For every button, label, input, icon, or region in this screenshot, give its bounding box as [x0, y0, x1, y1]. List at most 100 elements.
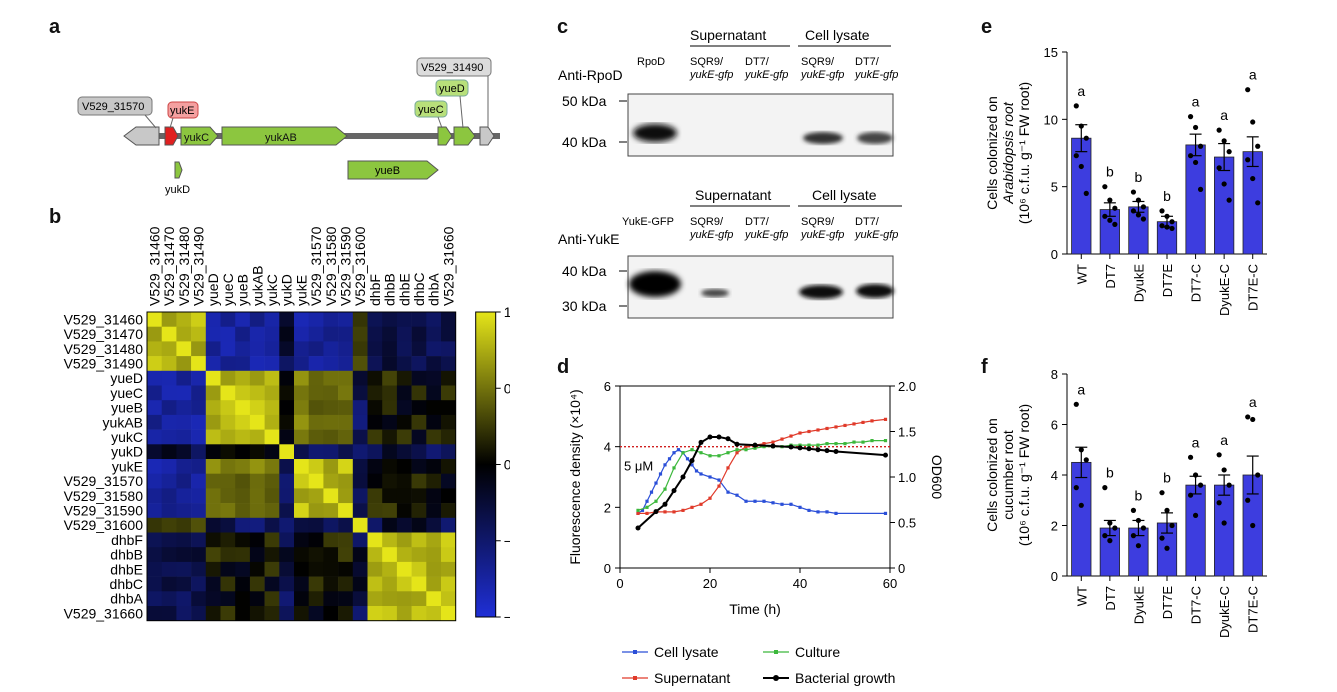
data-point — [717, 454, 721, 458]
data-point — [1135, 517, 1142, 524]
data-point — [762, 442, 766, 446]
heatmap-cell — [396, 591, 412, 607]
heatmap-cell — [441, 473, 456, 489]
heatmap-cell — [323, 385, 339, 401]
heatmap-frame — [146, 311, 457, 622]
heatmap-cell — [382, 459, 398, 474]
heatmap-cell — [411, 400, 427, 416]
heatmap-cell — [205, 532, 221, 548]
heatmap-cell — [367, 385, 383, 401]
data-point — [735, 451, 739, 455]
heatmap-cell — [441, 370, 456, 386]
heatmap-cell — [294, 370, 309, 386]
callout-yukE — [167, 101, 199, 119]
heatmap-cell — [161, 547, 177, 563]
callout-label-V529_31490: V529_31490 — [421, 62, 483, 74]
yuke-band-lane1 — [701, 289, 729, 297]
heatmap-cell — [147, 591, 162, 607]
data-point — [717, 478, 721, 482]
heatmap-cell — [176, 356, 192, 372]
y-axis-label: Fluorescence density (×10⁴) — [567, 389, 583, 564]
heatmap-cell — [191, 414, 207, 430]
heatmap-cell — [323, 473, 339, 489]
data-point — [1192, 472, 1199, 478]
heatmap-cell — [426, 312, 442, 327]
data-point — [1102, 184, 1108, 190]
heatmap-cell — [249, 459, 265, 474]
heatmap-cell — [352, 576, 368, 592]
gene-label-yukAB: yukAB — [265, 132, 297, 144]
heatmap-cell — [176, 473, 192, 489]
heatmap-col-label: yukD — [279, 274, 295, 306]
heatmap-col-label: dhbA — [426, 273, 442, 306]
heatmap-cell — [161, 370, 177, 386]
heatmap-cell — [279, 606, 295, 621]
heatmap-cell — [249, 576, 265, 592]
heatmap-cell — [308, 517, 324, 533]
heatmap-cell — [367, 517, 383, 533]
x-tick-label: DT7-C — [1189, 264, 1204, 302]
colorbar-tick-label: −0.5 — [504, 533, 510, 549]
heatmap-cell — [235, 356, 251, 372]
callout-line-V529_31570 — [144, 114, 157, 129]
heatmap-cell — [411, 414, 427, 430]
heatmap-cell — [235, 429, 251, 445]
heatmap-cell — [308, 459, 324, 474]
significance-letter: b — [1163, 470, 1171, 486]
heatmap-cell — [191, 532, 207, 548]
heatmap-cell — [161, 356, 177, 372]
heatmap-cell — [279, 561, 295, 577]
heatmap-cell — [176, 561, 192, 577]
heatmap-cell — [294, 459, 309, 474]
data-point — [883, 439, 888, 443]
significance-letter: a — [1192, 434, 1200, 450]
data-point — [744, 445, 748, 449]
heatmap-cell — [382, 444, 398, 460]
heatmap-cell — [191, 576, 207, 592]
heatmap-row-label: yukC — [111, 429, 143, 445]
y-tick-label: 8 — [1051, 367, 1058, 382]
heatmap-cell — [338, 341, 354, 357]
heatmap-col-label: V529_31590 — [337, 226, 353, 306]
heatmap-cell — [396, 532, 412, 548]
rpod-marker-label: RpoD — [637, 56, 665, 68]
heatmap-cell — [249, 400, 265, 416]
heatmap-cell — [367, 488, 383, 504]
data-point — [1221, 181, 1227, 187]
heatmap-cell — [264, 341, 280, 357]
heatmap-row-label: dhbE — [110, 561, 143, 577]
data-point — [1130, 533, 1137, 539]
heatmap-cell — [161, 576, 177, 592]
heatmap-cell — [308, 532, 324, 548]
heatmap-cell — [411, 561, 427, 577]
heatmap-cell — [147, 503, 162, 519]
rpod-lane3b-label: yukE-gfp — [800, 69, 844, 81]
heatmap-cell — [308, 400, 324, 416]
heatmap-cell — [323, 591, 339, 607]
heatmap-cell — [220, 606, 236, 621]
colorbar — [475, 311, 497, 618]
heatmap-cell — [264, 576, 280, 592]
y-tick-label: 2 — [1051, 519, 1058, 534]
heatmap-cell — [441, 591, 456, 607]
data-point — [798, 505, 802, 509]
heatmap-cell — [191, 606, 207, 621]
yuke-lane1-label: SQR9/ — [690, 216, 724, 228]
heatmap-cell — [338, 326, 354, 342]
heatmap-cell — [205, 400, 221, 416]
heatmap-col-label: dhbC — [411, 273, 427, 306]
data-point — [1112, 525, 1118, 531]
heatmap-cell — [396, 356, 412, 372]
heatmap-cell — [323, 370, 339, 386]
data-point — [788, 444, 794, 450]
heatmap-cell — [352, 606, 368, 621]
heatmap-cell — [338, 547, 354, 563]
data-point — [636, 511, 640, 515]
heatmap-cell — [382, 326, 398, 342]
heatmap-cell — [279, 341, 295, 357]
heatmap-cell — [220, 385, 236, 401]
heatmap-cell — [176, 488, 192, 504]
heatmap-row-label: yukE — [112, 458, 143, 474]
data-point — [1255, 200, 1261, 206]
heatmap-cell — [220, 503, 236, 519]
